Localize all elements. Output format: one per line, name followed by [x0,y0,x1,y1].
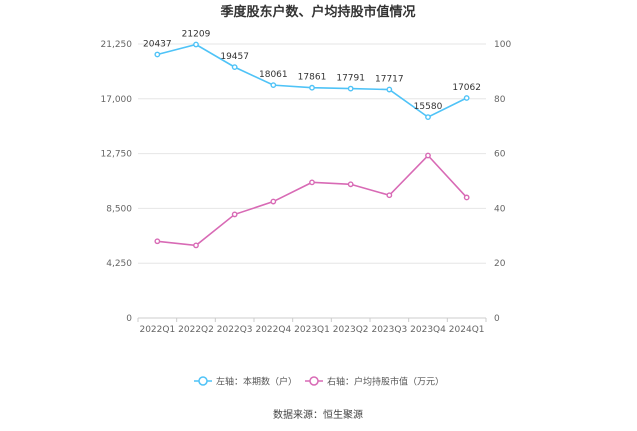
data-point[interactable] [463,95,470,101]
x-tick-label: 2022Q1 [139,325,175,335]
legend-label-left: 左轴：本期数（户） [216,376,297,388]
data-label: 19457 [220,52,249,62]
data-point[interactable] [425,114,431,121]
data-label: 17791 [336,74,365,84]
data-point[interactable] [193,242,199,249]
x-tick-label: 2022Q2 [178,325,214,335]
legend-marker-right [309,376,319,386]
left-tick-label: 4,250 [106,259,132,269]
data-point[interactable] [386,192,393,199]
data-label: 15580 [414,102,443,112]
x-tick-label: 2024Q1 [449,325,485,335]
data-point[interactable] [231,211,238,218]
x-tick-label: 2022Q3 [217,325,253,335]
data-point[interactable] [463,194,470,201]
data-point[interactable] [347,85,354,92]
right-axis: 0 20 40 60 80 100 [494,40,511,324]
data-point[interactable] [309,179,315,186]
left-axis: 0 4,250 8,500 12,750 17,000 21,250 [101,40,133,324]
data-point[interactable] [425,152,431,159]
series: 20437 21209 19457 18061 17861 17791 17717 15580… [143,30,481,249]
data-point[interactable] [270,82,277,89]
right-tick-label: 60 [494,150,506,160]
data-point[interactable] [270,198,277,205]
data-point[interactable] [231,64,238,71]
left-tick-label: 8,500 [106,204,132,214]
chart-title: 季度股东户数、户均持股市值情况 [219,4,415,20]
legend-marker-left [198,376,208,386]
x-tick-label: 2023Q2 [333,325,369,335]
data-point[interactable] [154,51,161,58]
right-tick-label: 40 [494,204,506,214]
left-tick-label: 17,000 [101,95,133,105]
x-tick-label: 2023Q1 [294,325,330,335]
data-point[interactable] [154,238,161,245]
right-tick-label: 0 [494,314,500,324]
series-line-holding-value [157,154,468,247]
data-label: 20437 [143,39,172,49]
left-tick-label: 0 [126,314,132,324]
legend-label-right: 右轴：户均持股市值（万元） [327,376,444,388]
data-point[interactable] [347,181,354,188]
right-tick-label: 20 [494,259,506,269]
right-tick-label: 100 [494,40,511,50]
data-label: 17717 [375,75,404,85]
x-tick-label: 2023Q4 [410,325,446,335]
right-tick-label: 80 [494,95,506,105]
data-label: 17861 [298,73,327,83]
left-tick-label: 12,750 [101,150,133,160]
left-tick-label: 21,250 [101,40,133,50]
x-tick-label: 2023Q3 [371,325,407,335]
data-label: 21209 [182,30,211,40]
x-tick-label: 2022Q4 [255,325,291,335]
source-note: 数据来源：恒生聚源 [273,408,363,421]
x-axis: 2022Q1 2022Q2 2022Q3 2022Q4 2023Q1 2023Q2 2023… [137,318,487,335]
data-label: 17062 [452,83,481,93]
data-label: 18061 [259,70,288,80]
legend-item-left-series[interactable]: 左轴：本期数（户） [194,376,297,388]
data-point[interactable] [386,86,393,93]
data-point[interactable] [193,41,199,48]
data-point[interactable] [309,84,315,91]
legend[interactable]: 左轴：本期数（户） 右轴：户均持股市值（万元） [194,376,444,388]
legend-item-right-series[interactable]: 右轴：户均持股市值（万元） [305,376,444,388]
